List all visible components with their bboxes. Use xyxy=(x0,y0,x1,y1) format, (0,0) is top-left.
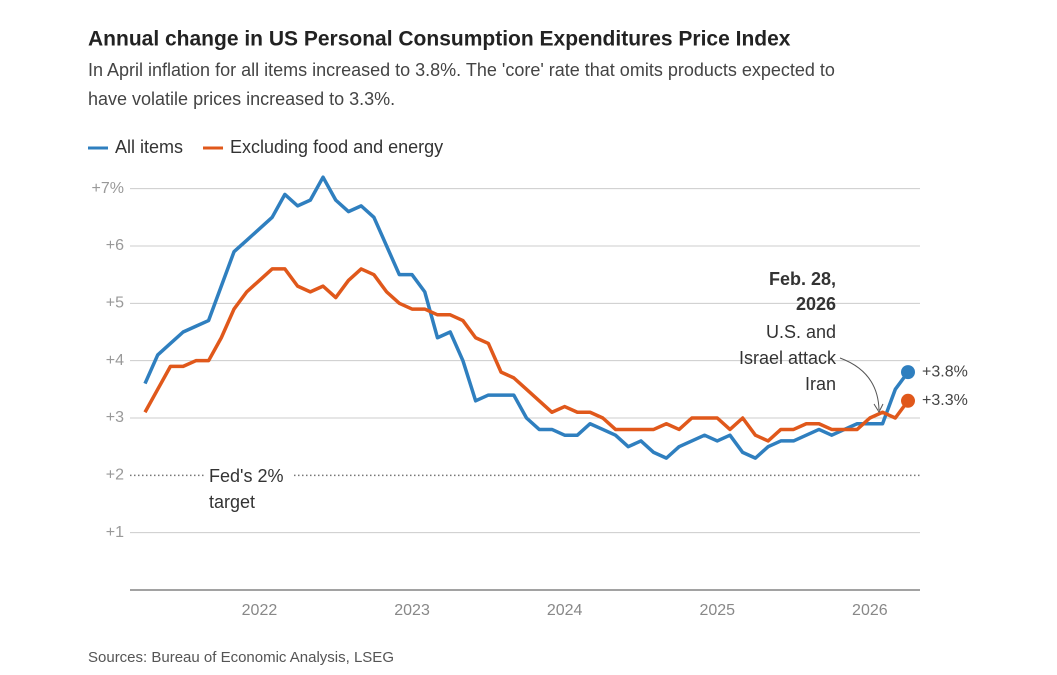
legend-label: All items xyxy=(115,137,183,157)
x-tick-label: 2022 xyxy=(242,602,278,619)
y-tick-label: +2 xyxy=(106,467,124,484)
end-dot xyxy=(901,393,915,408)
line xyxy=(143,267,910,443)
event-title: 2026 xyxy=(796,294,836,314)
event-arrow xyxy=(839,357,880,411)
y-tick-label: +5 xyxy=(106,295,124,312)
event-title: Feb. 28, xyxy=(769,269,836,289)
label-bg xyxy=(204,463,294,488)
event-arrowhead xyxy=(873,403,884,414)
event-text: Iran xyxy=(805,374,836,394)
target-label: target xyxy=(209,492,255,512)
x-tick-label: 2023 xyxy=(394,602,430,619)
y-tick-label: +1 xyxy=(106,524,124,541)
line xyxy=(143,175,910,460)
x-tick-label: 2026 xyxy=(852,602,888,619)
y-tick-label: +4 xyxy=(106,352,124,369)
target-label: Fed's 2% xyxy=(209,466,283,486)
subtitle: have volatile prices increased to 3.3%. xyxy=(88,89,395,109)
end-dot xyxy=(901,365,915,380)
y-tick-label: +7% xyxy=(92,180,124,197)
chart-title: Annual change in US Personal Consumption… xyxy=(88,28,791,51)
end-label: +3.8% xyxy=(922,363,968,380)
y-tick-label: +3 xyxy=(106,409,124,426)
end-label: +3.3% xyxy=(922,392,968,409)
subtitle: In April inflation for all items increas… xyxy=(88,60,835,80)
event-text: Israel attack xyxy=(739,348,837,368)
x-tick-label: 2024 xyxy=(547,602,583,619)
y-tick-label: +6 xyxy=(106,237,124,254)
event-text: U.S. and xyxy=(766,322,836,342)
legend-label: Excluding food and energy xyxy=(230,137,443,157)
source: Sources: Bureau of Economic Analysis, LS… xyxy=(88,649,394,666)
x-tick-label: 2025 xyxy=(699,602,735,619)
